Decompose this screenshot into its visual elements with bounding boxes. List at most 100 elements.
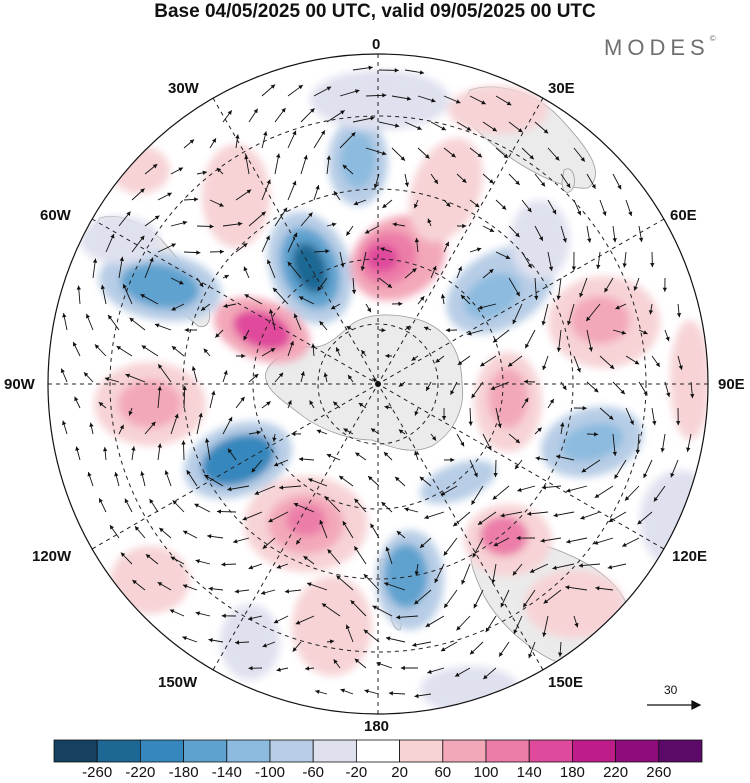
- wind-vector-head: [523, 379, 528, 384]
- wind-vector-head: [556, 454, 561, 460]
- wind-vector-head: [276, 667, 281, 672]
- wind-vector-head: [364, 689, 369, 694]
- colorbar-swatch: [615, 739, 660, 763]
- wind-vector-head: [501, 205, 507, 210]
- wind-vector-head: [335, 347, 340, 352]
- colorbar-swatch: [399, 739, 444, 763]
- wind-vector-head: [474, 203, 480, 208]
- wind-vector-head: [87, 472, 92, 477]
- reference-vector-arrow: [647, 700, 702, 710]
- wind-vector-head: [246, 189, 252, 194]
- wind-vector-head: [340, 688, 345, 693]
- wind-vector-head: [614, 474, 619, 479]
- wind-vector-head: [602, 211, 607, 216]
- wind-vector-head: [242, 516, 248, 521]
- wind-vector-head: [363, 574, 369, 579]
- wind-vector-head: [579, 292, 584, 298]
- wind-vector-head: [211, 390, 216, 396]
- wind-vector-head: [342, 521, 347, 526]
- wind-vector-head: [348, 374, 353, 380]
- wind-vector-head: [490, 385, 496, 390]
- wind-vector-head: [473, 603, 478, 609]
- reference-vector-label: 30: [664, 683, 678, 697]
- wind-vector-head: [523, 602, 528, 608]
- wind-vector-head: [120, 552, 126, 557]
- wind-vector-head: [253, 108, 258, 114]
- wind-vector-head: [265, 235, 270, 241]
- colorbar-swatch: [355, 739, 400, 763]
- wind-vector-head: [171, 243, 176, 248]
- wind-vector-head: [487, 445, 492, 451]
- wind-vector-head: [608, 415, 614, 420]
- wind-vector-head: [460, 441, 465, 447]
- colorbar-tick-label: 60: [434, 764, 452, 781]
- wind-vector-head: [316, 429, 322, 434]
- wind-vector-head: [665, 336, 670, 342]
- wind-vector-head: [283, 207, 288, 213]
- wind-vector-head: [450, 457, 455, 463]
- wind-vector-head: [394, 68, 399, 73]
- wind-vector-head: [419, 70, 425, 75]
- wind-vector-head: [462, 223, 467, 229]
- wind-vector-head: [562, 385, 567, 390]
- wind-vector-head: [595, 586, 600, 591]
- wind-vector-head: [102, 447, 108, 452]
- wind-vector-head: [414, 600, 419, 605]
- wind-vector-head: [370, 428, 376, 433]
- wind-vector-head: [612, 237, 617, 243]
- wind-vector-head: [273, 287, 278, 293]
- wind-vector-head: [248, 665, 253, 671]
- wind-vector-head: [354, 658, 360, 663]
- wind-vector-head: [355, 89, 360, 94]
- wind-vector-head: [594, 432, 599, 437]
- wind-vector-head: [450, 390, 455, 395]
- lon-label-120e: 120E: [672, 548, 708, 565]
- wind-vector-head: [628, 211, 633, 216]
- wind-vector-head: [443, 551, 448, 556]
- wind-vector-head: [172, 500, 178, 505]
- wind-vector-head: [471, 393, 476, 399]
- wind-vector-head: [689, 393, 695, 399]
- wind-vector-head: [284, 589, 290, 594]
- wind-vector-head: [199, 282, 204, 287]
- wind-vector-head: [216, 509, 221, 514]
- lon-label-150w: 150W: [158, 674, 198, 691]
- wind-vector-head: [363, 629, 369, 634]
- wind-vector-head: [542, 632, 547, 637]
- wind-vector-head: [643, 330, 648, 335]
- wind-vector-head: [461, 579, 466, 585]
- wind-vector-head: [593, 540, 599, 545]
- wind-vector-head: [241, 353, 246, 359]
- wind-vector-head: [317, 286, 322, 291]
- wind-vector-head: [315, 689, 320, 694]
- wind-vector-head: [208, 638, 213, 643]
- colorbar-swatch: [269, 739, 314, 763]
- wind-vector-head: [489, 179, 494, 184]
- wind-vector-head: [650, 263, 655, 268]
- wind-vector-head: [453, 522, 458, 527]
- wind-vector-head: [566, 488, 571, 493]
- wind-vector-head: [89, 422, 94, 428]
- wind-vector-head: [492, 495, 498, 500]
- wind-vector-head: [440, 647, 446, 652]
- wind-vector-head: [472, 552, 477, 558]
- wind-vector-head: [478, 305, 483, 310]
- brand-mark: ©: [709, 34, 716, 43]
- wind-vector-head: [310, 108, 315, 113]
- wind-vector-head: [100, 284, 106, 290]
- wind-vector-head: [493, 472, 498, 478]
- wind-vector-head: [541, 485, 546, 490]
- wind-vector-head: [182, 386, 187, 391]
- wind-vector-head: [508, 362, 513, 367]
- wind-vector-head: [398, 429, 404, 434]
- wind-vector-head: [238, 221, 243, 227]
- wind-vector-head: [476, 247, 482, 252]
- wind-vector-head: [191, 366, 197, 371]
- wind-vector-head: [204, 438, 210, 443]
- wind-vector-head: [383, 452, 389, 457]
- wind-vector-head: [489, 269, 494, 274]
- lon-label-120w: 120W: [32, 548, 72, 565]
- wind-vector-head: [350, 600, 355, 605]
- wind-vector-head: [468, 421, 473, 426]
- colorbar-swatch: [96, 739, 141, 763]
